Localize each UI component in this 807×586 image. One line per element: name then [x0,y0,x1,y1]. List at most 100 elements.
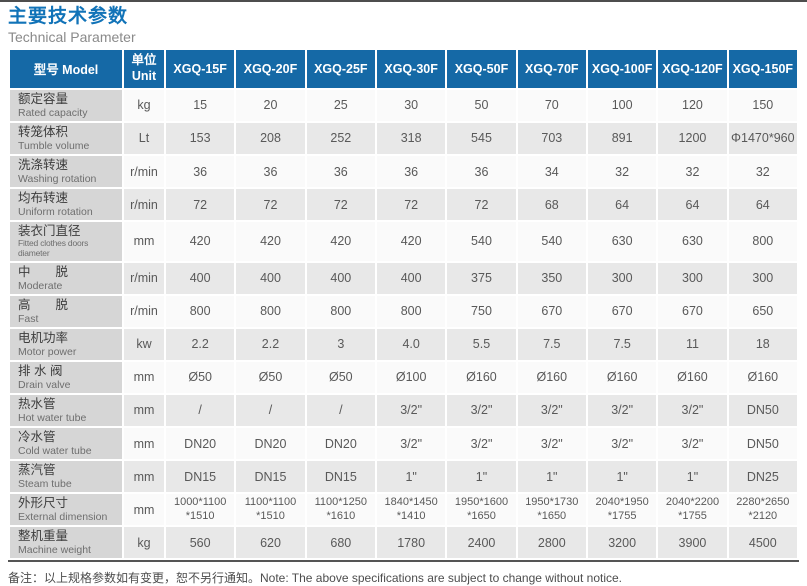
row-label-chinese: 高 脱 [18,297,69,312]
page-top-border [0,0,807,2]
value-cell: 3/2" [587,427,657,460]
row-label-chinese: 外形尺寸 [18,496,69,511]
value-cell: 318 [376,122,446,155]
value-cell: 64 [728,189,797,221]
value-cell: 420 [376,222,446,261]
row-label: 中 脱 Moderate [10,262,122,294]
value-cell: Ø100 [376,361,446,393]
table-row: 冷水管 Cold water tube mm DN20 DN20 DN20 3/2" 3/2"… [10,427,797,460]
value-cell: 800 [728,222,797,261]
value-cell: 20 [236,89,305,121]
unit-cell: r/min [124,189,164,221]
value-cell: 36 [236,156,305,188]
table-bottom-border [8,560,799,563]
value-cell: Ø50 [166,361,235,393]
value-cell: 400 [236,262,305,294]
unit-cell: mm [124,461,164,493]
row-label-chinese: 中 脱 [18,264,69,279]
value-cell: Ø50 [306,361,375,393]
value-cell: 4.0 [376,328,446,360]
column-header-xgq-15f: XGQ-15F [166,49,235,88]
value-cell: 891 [587,122,657,155]
row-label-english: Fitted clothes doors diameter [18,238,89,258]
page-title-chinese: 主要技术参数 [8,6,129,27]
value-cell: 1" [517,461,586,493]
table-row: 蒸汽管 Steam tube mm DN15 DN15 DN15 1" 1" 1" 1" 1" DN2… [10,461,797,493]
unit-header-chinese: 单位 [131,53,157,68]
value-cell: 3900 [658,527,727,559]
value-cell: 3/2" [517,394,586,426]
value-cell: 64 [587,189,657,221]
value-cell: 72 [166,189,235,221]
row-label-chinese: 电机功率 [18,330,69,345]
row-label-chinese: 整机重量 [18,529,69,544]
value-cell: 1950*1600 *1650 [447,494,516,526]
value-cell: 400 [166,262,235,294]
row-label: 电机功率 Motor power [10,328,122,360]
column-header-xgq-25f: XGQ-25F [306,49,375,88]
row-label: 热水管 Hot water tube [10,394,122,426]
table-row: 中 脱 Moderate r/min 400 400 400 400 375 350 300 300… [10,262,797,294]
table-row: 洗涤转速 Washing rotation r/min 36 36 36 36 36 34 32 3… [10,156,797,188]
value-cell: 375 [447,262,516,294]
value-cell: 120 [658,89,727,121]
row-label: 均布转速 Uniform rotation [10,189,122,221]
value-cell: 800 [376,295,446,327]
row-label-english: Tumble volume [18,139,90,152]
value-cell: 800 [166,295,235,327]
row-label-chinese: 蒸汽管 [18,463,56,478]
value-cell: 18 [728,328,797,360]
table-row: 转笼体积 Tumble volume Lt 153 208 252 318 545 703 891… [10,122,797,155]
value-cell: 32 [658,156,727,188]
page-title-english: Technical Parameter [8,28,136,45]
table-row: 高 脱 Fast r/min 800 800 800 800 750 670 670 670 650 [10,295,797,327]
value-cell: 2280*2650 *2120 [728,494,797,526]
value-cell: 72 [236,189,305,221]
column-header-model: 型号 Model [10,49,122,88]
value-cell: DN50 [728,394,797,426]
unit-header-english: Unit [131,68,157,83]
value-cell: 32 [587,156,657,188]
value-cell: 1" [658,461,727,493]
column-header-xgq-30f: XGQ-30F [376,49,446,88]
table-row: 外形尺寸 External dimension mm 1000*1100 *1510 1… [10,494,797,526]
value-cell: 15 [166,89,235,121]
value-cell: 36 [306,156,375,188]
row-label: 额定容量 Rated capacity [10,89,122,121]
value-cell: 540 [517,222,586,261]
value-cell: 1100*1250 *1610 [306,494,375,526]
unit-cell: Lt [124,122,164,155]
row-label-english: Rated capacity [18,106,88,119]
value-cell: 420 [166,222,235,261]
value-cell: 1950*1730 *1650 [517,494,586,526]
row-label-chinese: 转笼体积 [18,124,69,139]
value-cell: 300 [658,262,727,294]
value-cell: 3/2" [517,427,586,460]
value-cell: 2.2 [166,328,235,360]
row-label-chinese: 冷水管 [18,429,56,444]
value-cell: DN25 [728,461,797,493]
value-cell: 670 [517,295,586,327]
value-cell: 153 [166,122,235,155]
value-cell: DN20 [166,427,235,460]
value-cell: DN15 [166,461,235,493]
value-cell: 620 [236,527,305,559]
value-cell: 750 [447,295,516,327]
value-cell: DN15 [236,461,305,493]
value-cell: DN50 [728,427,797,460]
value-cell: 7.5 [587,328,657,360]
value-cell: 2040*1950 *1755 [587,494,657,526]
unit-cell: kw [124,328,164,360]
value-cell: 72 [447,189,516,221]
value-cell: 25 [306,89,375,121]
value-cell: 300 [587,262,657,294]
value-cell: 400 [306,262,375,294]
value-cell: Ø160 [517,361,586,393]
row-label-english: Hot water tube [18,411,87,424]
unit-cell: mm [124,494,164,526]
value-cell: 72 [376,189,446,221]
value-cell: 32 [728,156,797,188]
value-cell: 4500 [728,527,797,559]
row-label: 整机重量 Machine weight [10,527,122,559]
